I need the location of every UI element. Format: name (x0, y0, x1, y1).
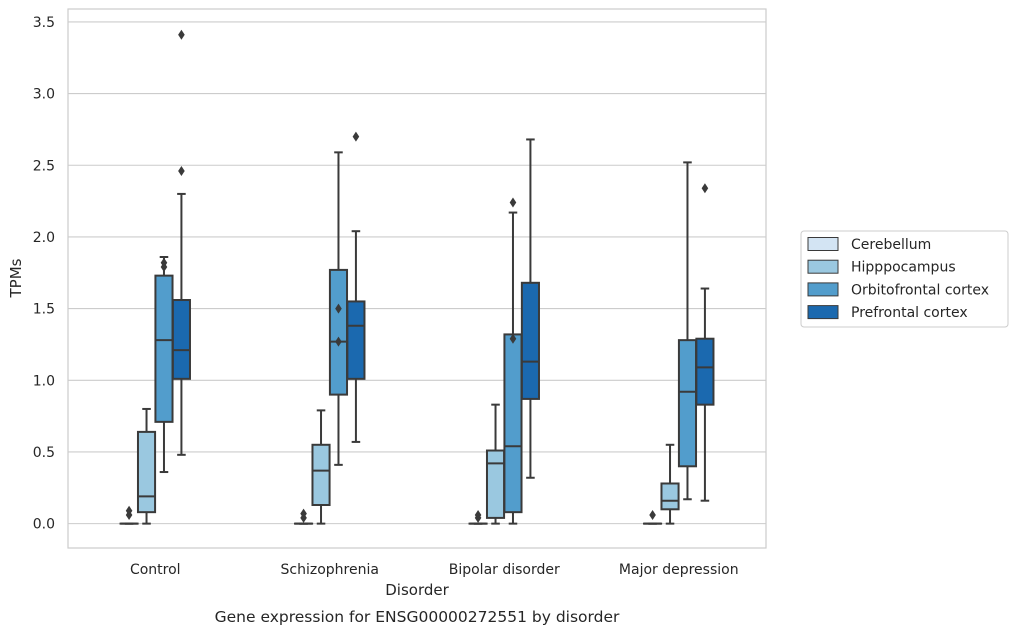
outlier-point (649, 510, 656, 521)
outlier-point (474, 510, 482, 521)
box-group (695, 183, 715, 502)
box (328, 268, 349, 396)
legend-swatch (807, 259, 839, 274)
box (503, 333, 523, 514)
box (171, 299, 191, 380)
box-group (311, 409, 331, 525)
box-group (503, 197, 523, 525)
outlier-point (509, 197, 517, 208)
box (485, 449, 506, 519)
box (311, 443, 331, 506)
box-group (136, 407, 157, 525)
x-tick-label: Control (130, 562, 181, 578)
outlier-point (178, 29, 185, 40)
y-tick-label: 3.5 (33, 15, 55, 31)
x-tick-label: Schizophrenia (281, 562, 379, 578)
y-tick-label: 0.5 (33, 445, 55, 461)
outlier-point (178, 165, 185, 176)
box-group (677, 161, 698, 501)
plot-area-frame (67, 8, 767, 549)
legend-swatch (807, 237, 839, 251)
x-tick-labels: Control Schizophrenia Bipolar disorder Majo… (130, 562, 739, 578)
legend-frame (800, 230, 1009, 328)
box-group (346, 131, 366, 443)
box (136, 430, 157, 514)
box-group (520, 138, 540, 479)
outlier-point (335, 336, 342, 347)
y-tick-label: 3.0 (33, 87, 55, 103)
box (154, 274, 174, 423)
y-tick-label: 0.0 (33, 517, 55, 533)
box-group (171, 29, 191, 456)
box-group (485, 403, 506, 525)
outlier-point (300, 508, 307, 519)
legend-label: Hipppocampus (851, 260, 956, 276)
outlier-point (160, 257, 168, 268)
legend-swatch (807, 305, 839, 320)
outlier-point (509, 333, 517, 344)
y-tick-label: 1.0 (33, 373, 55, 389)
box (660, 482, 680, 511)
y-tick-label: 2.0 (33, 230, 55, 246)
legend-label: Prefrontal cortex (851, 305, 968, 321)
y-tick-label: 1.5 (33, 302, 55, 318)
legend-swatch (807, 282, 839, 297)
box (695, 337, 715, 406)
box (346, 300, 366, 380)
legend-label: Cerebellum (851, 237, 931, 253)
box-group (119, 505, 139, 525)
y-tick-label: 2.5 (33, 158, 55, 174)
box-group (660, 443, 680, 525)
outlier-point (352, 131, 360, 142)
outlier-point (335, 303, 342, 314)
x-axis-title: Disorder (385, 581, 449, 599)
box (677, 339, 698, 468)
chart-caption: Gene expression for ENSG00000272551 by d… (215, 608, 620, 626)
y-tick-labels: 0.0 0.5 1.0 1.5 2.0 2.5 3.0 3.5 (33, 15, 55, 533)
box-group (294, 508, 314, 525)
outlier-point (125, 505, 133, 516)
box-group (643, 510, 663, 525)
box (520, 281, 540, 400)
x-tick-label: Bipolar disorder (449, 562, 560, 578)
outlier-point (701, 183, 709, 194)
y-axis-title: TPMs (7, 258, 25, 298)
legend-label: Orbitofrontal cortex (851, 282, 989, 298)
legend-items: Cerebellum Hipppocampus Orbitofrontal cort… (807, 237, 989, 321)
boxes (119, 29, 715, 525)
legend[interactable]: Cerebellum Hipppocampus Orbitofrontal cort… (800, 230, 1009, 328)
box-group (468, 510, 488, 525)
x-tick-label: Major depression (619, 562, 739, 578)
